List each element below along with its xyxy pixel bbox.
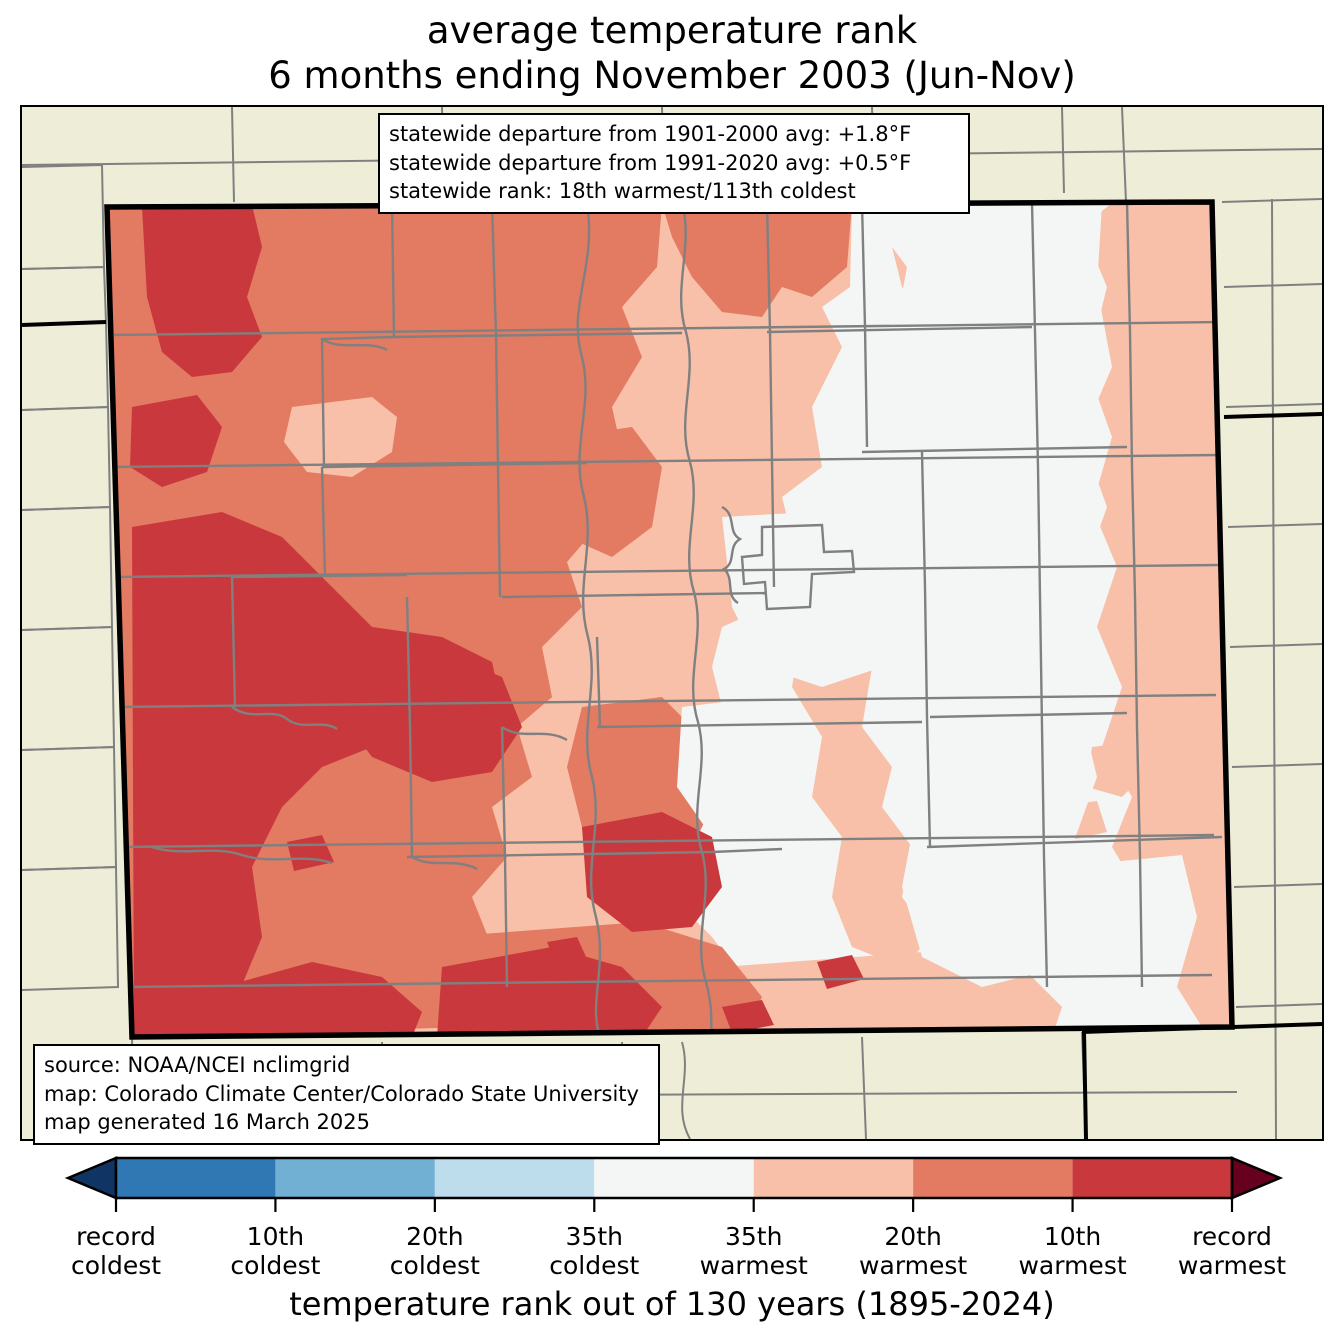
colorado-temperature-rank-map	[22, 107, 1322, 1139]
rank-class-very-warm-center	[342, 652, 522, 782]
rank-class-near-normal-east-mid	[902, 715, 1097, 987]
rank-class-near-normal-foothills	[677, 695, 812, 847]
map-credit-line: map: Colorado Climate Center/Colorado St…	[44, 1081, 639, 1106]
rank-class-very-warm-w2	[130, 395, 222, 487]
colorbar-band	[753, 1158, 914, 1198]
departure-1901-2000: statewide departure from 1901-2000 avg: …	[389, 122, 912, 146]
map-panel[interactable]	[20, 105, 1324, 1141]
colorbar-band	[434, 1158, 595, 1198]
rank-class-lightest-nw-inset	[284, 397, 397, 477]
rank-class-very-warm-small1	[547, 937, 587, 967]
rank-class-very-warm-small2	[817, 955, 864, 989]
page-title: average temperature rank 6 months ending…	[268, 9, 1076, 97]
rank-class-slightly-warm-blob1	[1087, 742, 1147, 797]
colorbar-over-arrow	[1230, 1156, 1284, 1200]
colorbar-band	[275, 1158, 435, 1198]
colorbar-tick-labels: record coldest 10th coldest 20th coldest 35…	[0, 1222, 1344, 1284]
rank-class-slightly-warm-finger	[792, 617, 932, 967]
rank-class-near-normal-denver	[722, 507, 922, 687]
source-credits-box: source: NOAA/NCEI nclimgrid map: Colorad…	[33, 1044, 660, 1145]
rank-class-slightly-warm-east	[1082, 203, 1232, 1029]
colorbar-tick-label: 10th warmest	[1018, 1222, 1127, 1280]
rank-class-warm-extra-north	[662, 203, 852, 317]
colorbar-outline	[114, 1156, 1234, 1200]
rank-class-near-normal-se	[1052, 855, 1202, 1032]
colorbar-band	[913, 1158, 1073, 1198]
source-line: source: NOAA/NCEI nclimgrid	[44, 1053, 351, 1077]
statewide-rank: statewide rank: 18th warmest/113th colde…	[389, 179, 856, 203]
colorbar-band	[1072, 1158, 1232, 1198]
colorbar-swatches	[64, 1156, 1284, 1212]
colorbar-tick-label: 10th coldest	[230, 1222, 321, 1280]
colorbar-tick-label: record coldest	[70, 1222, 162, 1280]
colorbar-tick-label: 20th warmest	[859, 1222, 968, 1280]
colorbar-under-arrow	[64, 1156, 118, 1200]
colorbar	[0, 1150, 1344, 1340]
rank-class-warm-mid	[542, 427, 662, 557]
colorbar-tick-label: 20th coldest	[389, 1222, 480, 1280]
colorbar-tick-label: 35th coldest	[549, 1222, 640, 1280]
colorbar-tick-label: 35th warmest	[699, 1222, 808, 1280]
rank-class-very-warm-south-blob	[437, 947, 662, 1037]
rank-class-very-warm-sw	[217, 962, 422, 1037]
colorbar-band	[116, 1158, 276, 1198]
departure-1991-2020: statewide departure from 1991-2020 avg: …	[389, 150, 912, 175]
rank-class-very-warm-small3	[722, 1000, 774, 1033]
colorbar-tick-label: record warmest	[1177, 1222, 1287, 1280]
rank-class-near-normal-ne	[862, 204, 1112, 747]
colorbar-caption: temperature rank out of 130 years (1895-…	[289, 1285, 1055, 1323]
statewide-stats-box: statewide departure from 1901-2000 avg: …	[378, 113, 970, 214]
colorbar-band	[594, 1158, 754, 1198]
rank-class-very-warm-west	[132, 512, 502, 1037]
map-generated-line: map generated 16 March 2025	[44, 1110, 371, 1134]
colorado-county-lines	[109, 202, 1223, 1037]
